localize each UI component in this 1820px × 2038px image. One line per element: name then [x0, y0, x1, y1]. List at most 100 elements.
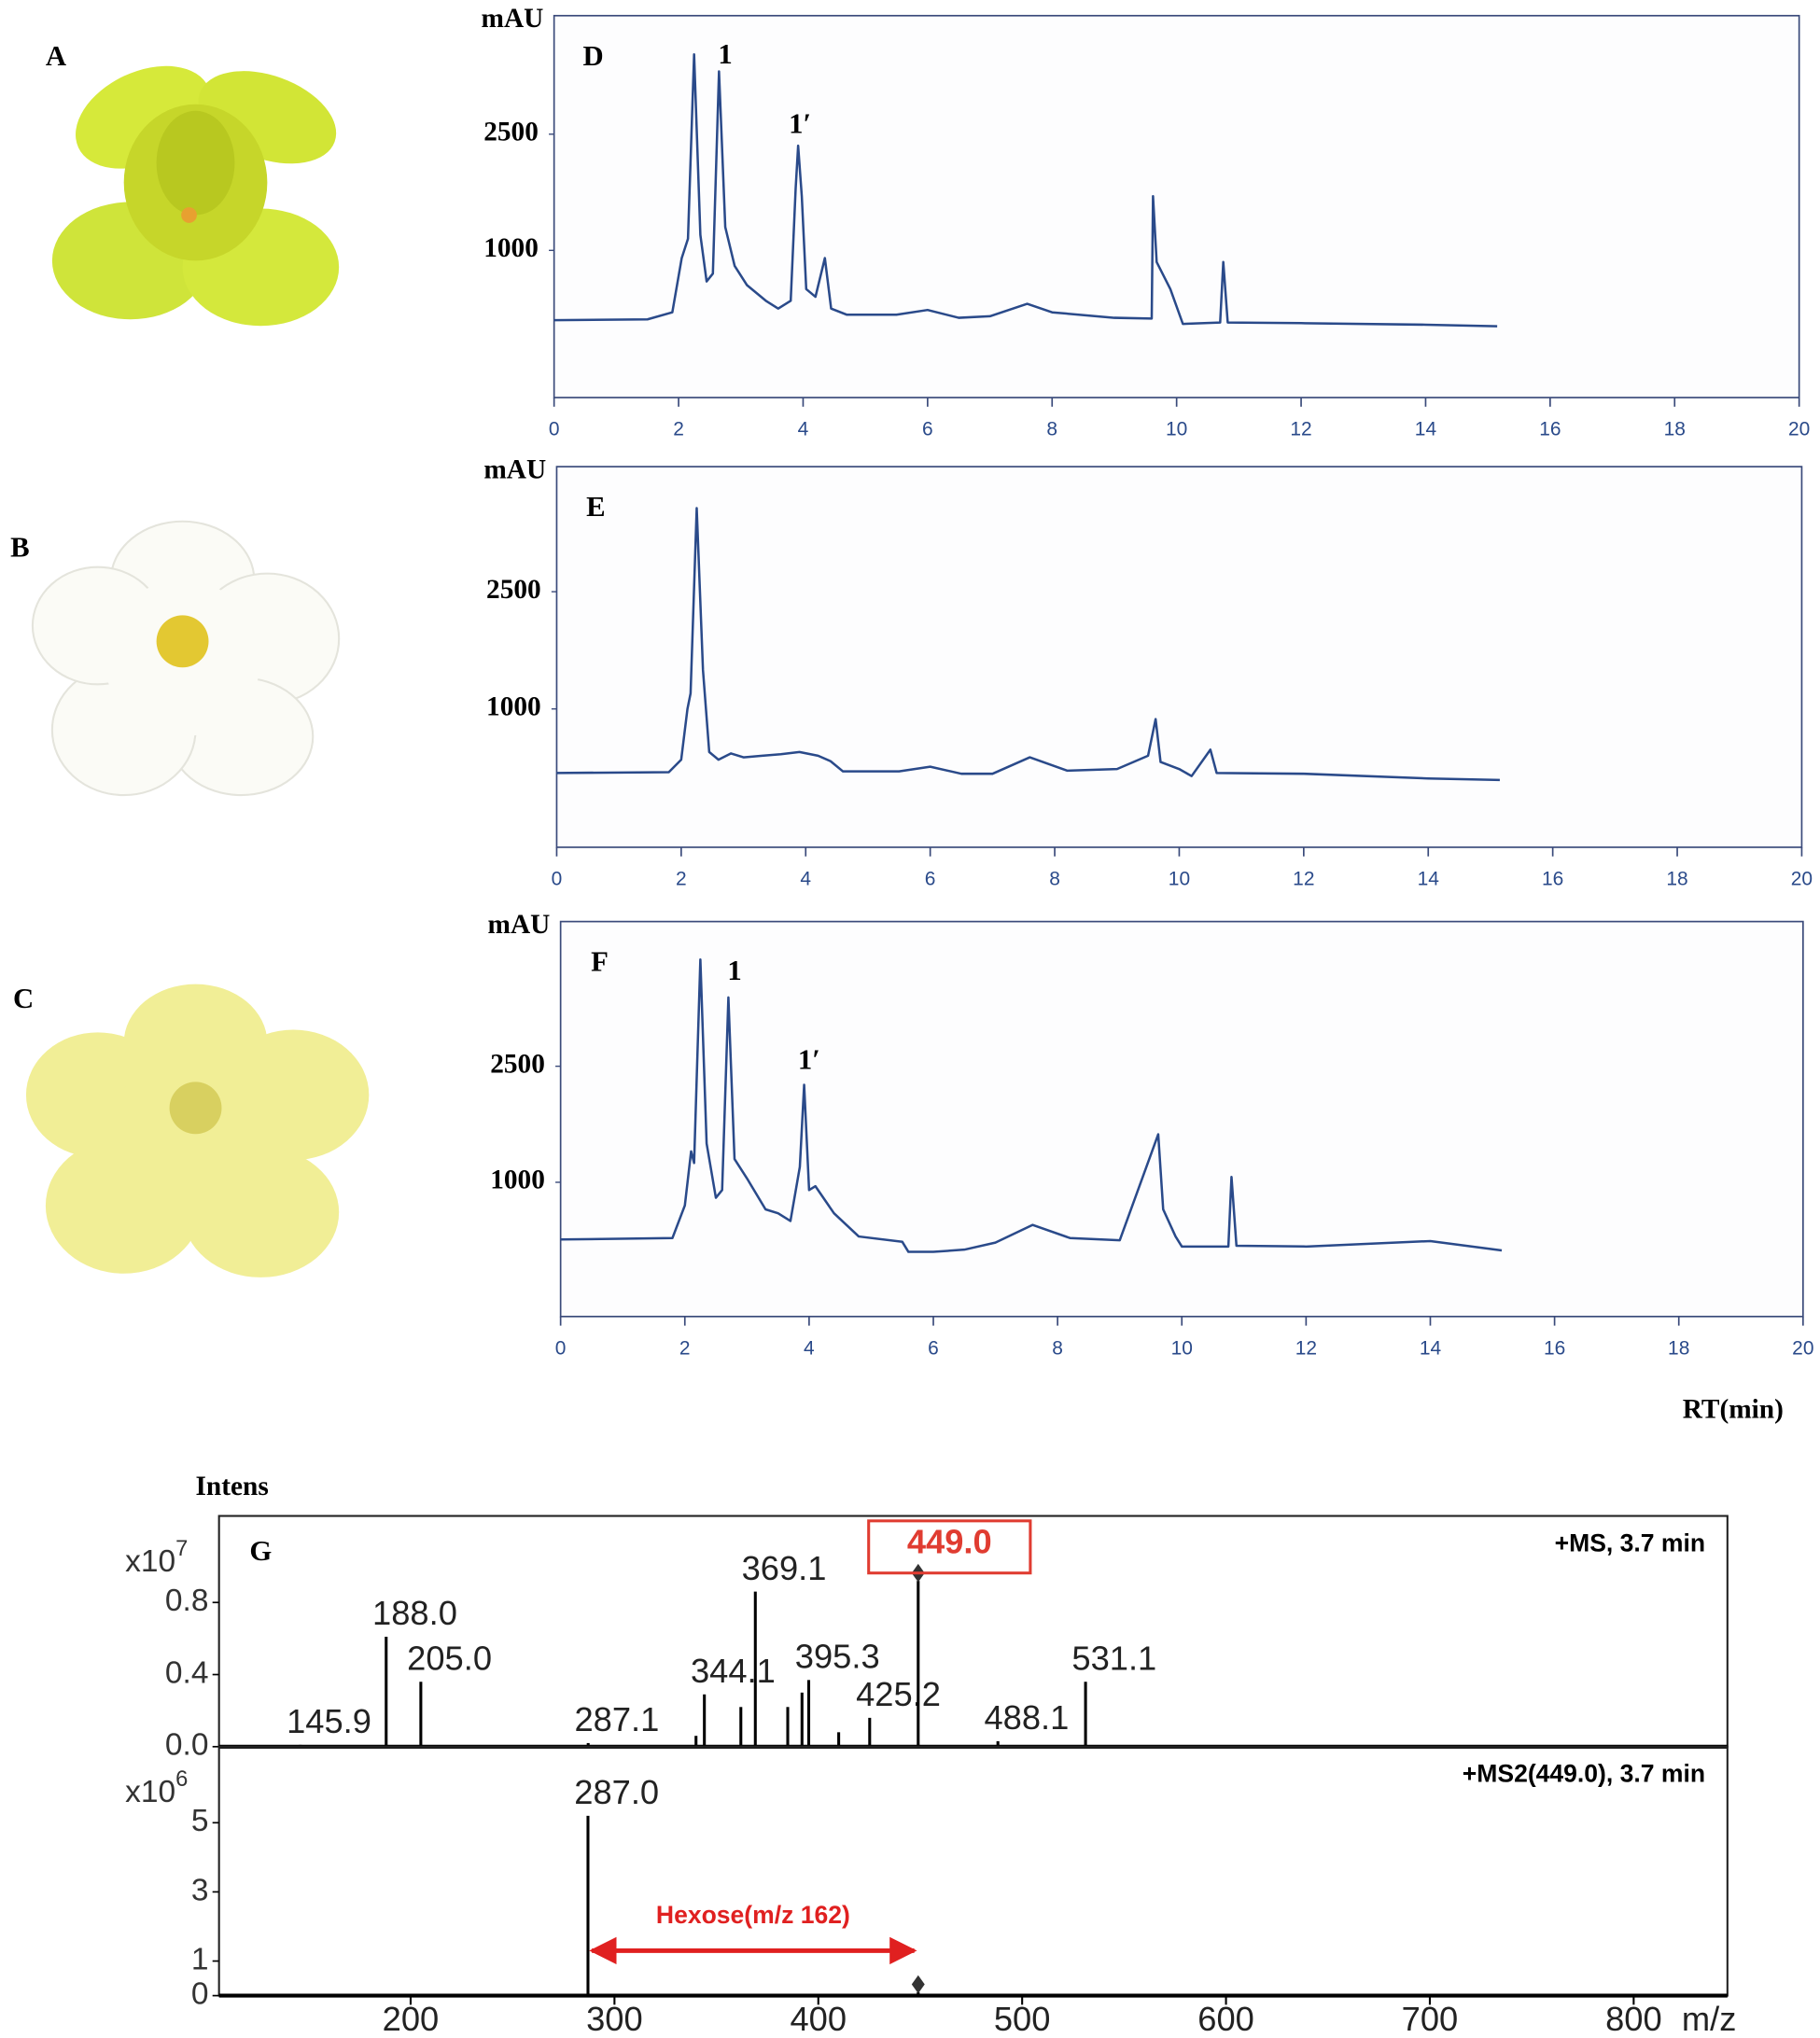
x-tick-label: 2	[673, 419, 684, 440]
panel-label: E	[586, 491, 606, 523]
peak-label: 425.2	[856, 1675, 941, 1713]
x-tick-label: 8	[1049, 868, 1060, 889]
x-tick-label: 18	[1664, 419, 1686, 440]
x-tick-label: 14	[1418, 868, 1440, 889]
peak-label: 1′	[798, 1044, 820, 1076]
chromatogram-line	[553, 53, 1498, 328]
y-tick-label: 1	[191, 1942, 209, 1976]
panel-label: B	[10, 532, 30, 564]
peak-label: 1	[727, 955, 741, 986]
chromatogram-line	[556, 507, 1500, 782]
x-tick-label: 2	[676, 868, 687, 889]
x-tick-label: 8	[1052, 1337, 1063, 1359]
x-tick-label: 18	[1668, 1337, 1689, 1359]
y-axis-label: mAU	[488, 910, 551, 940]
plot-frame	[553, 14, 1800, 398]
peak-label: 188.0	[372, 1594, 457, 1632]
x-tick-label: 600	[1197, 2000, 1254, 2038]
x-tick-label: 6	[925, 868, 936, 889]
plot-frame	[555, 466, 1803, 848]
x-tick-label: 400	[790, 2000, 847, 2038]
x-tick-label: 2	[679, 1337, 691, 1359]
peak-label: 449.0	[907, 1523, 992, 1561]
x-tick-label: 14	[1420, 1337, 1442, 1359]
y-multiplier-exponent: 7	[175, 1537, 188, 1561]
x-tick-label: 500	[994, 2000, 1051, 2038]
spectrum-label: +MS, 3.7 min	[1555, 1528, 1705, 1556]
x-tick-label: 6	[928, 1337, 939, 1359]
peak-label: 205.0	[407, 1639, 492, 1677]
x-tick-label: 12	[1290, 419, 1311, 440]
x-tick-label: 10	[1171, 1337, 1193, 1359]
panel-label: A	[46, 40, 66, 72]
x-tick-label: 4	[800, 868, 811, 889]
y-tick-label: 0	[191, 1976, 209, 2011]
plot-frame	[559, 920, 1804, 1318]
x-tick-label: 16	[1539, 419, 1561, 440]
y-multiplier-base: x10	[125, 1544, 175, 1579]
x-tick-label: 6	[922, 419, 933, 440]
y-tick-label: 2500	[483, 118, 539, 147]
x-tick-label: 14	[1415, 419, 1437, 440]
peak-label: 287.0	[574, 1773, 659, 1811]
x-tick-label: 0	[555, 1337, 567, 1359]
x-tick-label: 300	[586, 2000, 643, 2038]
y-tick-label: 2500	[486, 575, 541, 605]
x-tick-label: 8	[1046, 419, 1057, 440]
x-tick-label: 4	[804, 1337, 815, 1359]
panel-label: D	[582, 40, 603, 72]
hexose-label: Hexose(m/z 162)	[656, 1901, 850, 1929]
y-multiplier: x106	[125, 1767, 188, 1809]
y-tick-label: 1000	[490, 1166, 545, 1195]
peak-label: 344.1	[691, 1652, 776, 1690]
y-tick-label: 2500	[490, 1049, 545, 1079]
x-axis-label: RT(min)	[1683, 1395, 1784, 1425]
y-multiplier-base: x10	[125, 1775, 175, 1809]
x-tick-label: 200	[383, 2000, 440, 2038]
x-tick-label: 10	[1169, 868, 1190, 889]
flower-c	[25, 984, 370, 1277]
spectrum-label: +MS2(449.0), 3.7 min	[1463, 1760, 1705, 1788]
y-tick-label: 3	[191, 1873, 209, 1907]
x-tick-label: 16	[1542, 868, 1563, 889]
x-tick-label: 18	[1666, 868, 1687, 889]
x-tick-label: 800	[1605, 2000, 1662, 2038]
y-tick-label: 0.4	[165, 1655, 209, 1690]
x-tick-label: 0	[552, 868, 563, 889]
chromatogram-line	[560, 957, 1503, 1253]
x-axis-label: m/z	[1682, 2000, 1736, 2038]
x-tick-label: 0	[549, 419, 560, 440]
highlight-box	[867, 1519, 1032, 1575]
y-tick-label: 0.8	[165, 1584, 209, 1618]
flower-a	[51, 65, 340, 327]
peak-label: 1′	[789, 108, 811, 140]
y-multiplier-exponent: 6	[175, 1767, 188, 1792]
peak-label: 145.9	[287, 1702, 371, 1740]
y-axis-label: Intens	[196, 1472, 269, 1501]
peak-label: 395.3	[795, 1638, 880, 1676]
x-tick-label: 12	[1295, 1337, 1317, 1359]
y-tick-label: 5	[191, 1804, 209, 1838]
precursor-marker	[911, 1975, 925, 1994]
peak-label: 1	[718, 38, 732, 70]
x-tick-label: 12	[1293, 868, 1314, 889]
y-tick-label: 1000	[483, 233, 539, 263]
panel-label: F	[591, 946, 609, 978]
x-tick-label: 20	[1792, 1337, 1813, 1359]
x-tick-label: 4	[798, 419, 809, 440]
x-tick-label: 20	[1788, 419, 1810, 440]
y-multiplier: x107	[125, 1537, 188, 1579]
x-tick-label: 10	[1166, 419, 1187, 440]
flower-b	[31, 520, 341, 797]
peak-label: 287.1	[575, 1700, 660, 1738]
y-tick-label: 0.0	[165, 1728, 209, 1763]
y-axis-label: mAU	[483, 454, 546, 484]
panel-label: G	[249, 1535, 272, 1567]
peak-label: 531.1	[1071, 1639, 1156, 1677]
peak-label: 488.1	[984, 1698, 1069, 1737]
y-tick-label: 1000	[486, 691, 541, 721]
x-tick-label: 20	[1791, 868, 1813, 889]
x-tick-label: 16	[1544, 1337, 1565, 1359]
